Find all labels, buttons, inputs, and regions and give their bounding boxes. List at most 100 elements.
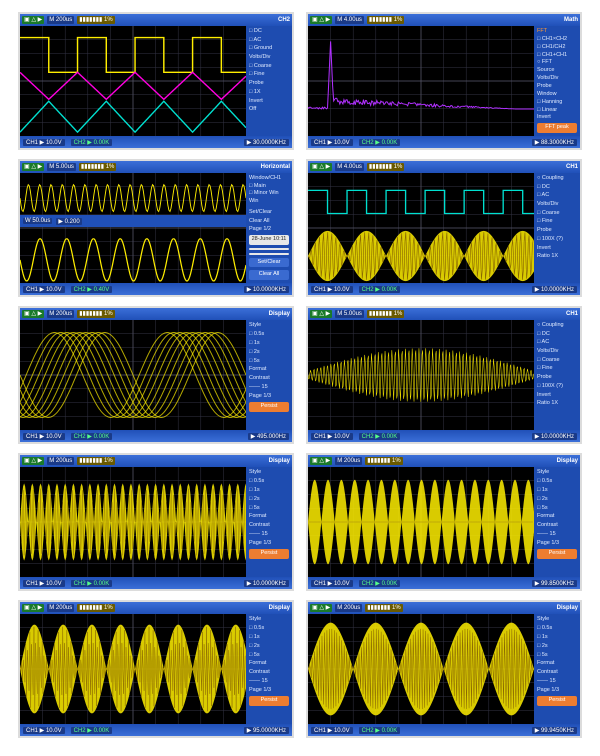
- sidebar-item[interactable]: □ CH1/CH2: [537, 44, 577, 51]
- sidebar-item[interactable]: Contrast: [537, 669, 577, 677]
- scope-sidebar[interactable]: ○ Coupling□ DC□ ACVolts/Div□ Coarse□ Fin…: [534, 173, 580, 283]
- sidebar-item[interactable]: □ AC: [249, 37, 289, 45]
- sidebar-item[interactable]: Page 1/3: [249, 393, 289, 401]
- sidebar-button[interactable]: Persist: [537, 696, 577, 706]
- sidebar-item[interactable]: Page 1/3: [537, 540, 577, 548]
- sidebar-item[interactable]: □ 1s: [537, 487, 577, 495]
- sidebar-item[interactable]: Probe: [537, 227, 577, 235]
- sidebar-button[interactable]: [249, 253, 289, 255]
- sidebar-item[interactable]: —— 15: [537, 531, 577, 539]
- sidebar-item[interactable]: □ CH1×CH2: [537, 36, 577, 43]
- sidebar-button[interactable]: [249, 248, 289, 250]
- sidebar-item[interactable]: □ 5s: [249, 505, 289, 513]
- sidebar-item[interactable]: —— 15: [249, 678, 289, 686]
- sidebar-item[interactable]: Ratio 1X: [537, 400, 577, 408]
- sidebar-item[interactable]: ○ Coupling: [537, 175, 577, 183]
- sidebar-item[interactable]: Win: [249, 198, 289, 205]
- sidebar-item[interactable]: □ 2s: [249, 643, 289, 651]
- sidebar-item[interactable]: □ 5s: [537, 505, 577, 513]
- sidebar-item[interactable]: □ Coarse: [537, 210, 577, 218]
- scope-sidebar[interactable]: FFT□ CH1×CH2□ CH1/CH2□ CH1+CH1○ FFTSourc…: [534, 26, 580, 136]
- sidebar-item[interactable]: □ Minor Win: [249, 190, 289, 197]
- sidebar-item[interactable]: □ 5s: [537, 652, 577, 660]
- scope-sidebar[interactable]: Style□ 0.5s□ 1s□ 2s□ 5sFormatContrast—— …: [534, 467, 580, 577]
- sidebar-item[interactable]: □ 0.5s: [537, 625, 577, 633]
- sidebar-button[interactable]: Clear All: [249, 270, 289, 280]
- sidebar-item[interactable]: □ 2s: [537, 643, 577, 651]
- sidebar-item[interactable]: Probe: [249, 80, 289, 88]
- sidebar-item[interactable]: □ AC: [537, 339, 577, 347]
- sidebar-item[interactable]: □ Hanning: [537, 99, 577, 106]
- sidebar-item[interactable]: □ Fine: [537, 218, 577, 226]
- sidebar-item[interactable]: Source: [537, 67, 577, 74]
- scope-sidebar[interactable]: Window/CH1□ Main□ Minor WinWinSet/ClearC…: [246, 173, 292, 283]
- sidebar-item[interactable]: □ DC: [537, 331, 577, 339]
- sidebar-item[interactable]: Contrast: [249, 522, 289, 530]
- sidebar-item[interactable]: Style: [537, 616, 577, 624]
- sidebar-item[interactable]: □ 0.5s: [537, 478, 577, 486]
- sidebar-button[interactable]: 28-June 10:11: [249, 235, 289, 245]
- sidebar-item[interactable]: Format: [537, 513, 577, 521]
- sidebar-item[interactable]: Ratio 1X: [537, 253, 577, 261]
- sidebar-button[interactable]: Set/Clear: [249, 258, 289, 268]
- sidebar-item[interactable]: Volts/Div: [249, 54, 289, 62]
- sidebar-item[interactable]: Page 1/3: [249, 687, 289, 695]
- sidebar-item[interactable]: —— 15: [249, 384, 289, 392]
- sidebar-item[interactable]: Window: [537, 91, 577, 98]
- sidebar-item[interactable]: Invert: [537, 392, 577, 400]
- sidebar-item[interactable]: Contrast: [249, 375, 289, 383]
- sidebar-item[interactable]: □ 1s: [249, 634, 289, 642]
- sidebar-item[interactable]: Clear All: [249, 218, 289, 225]
- sidebar-item[interactable]: —— 15: [537, 678, 577, 686]
- sidebar-item[interactable]: □ Fine: [537, 365, 577, 373]
- sidebar-item[interactable]: □ 5s: [249, 652, 289, 660]
- sidebar-item[interactable]: □ 0.5s: [249, 625, 289, 633]
- sidebar-item[interactable]: □ 1s: [537, 634, 577, 642]
- sidebar-button[interactable]: Persist: [249, 696, 289, 706]
- scope-sidebar[interactable]: □ DC□ AC□ GroundVolts/Div□ Coarse□ FineP…: [246, 26, 292, 136]
- sidebar-item[interactable]: Off: [249, 106, 289, 114]
- sidebar-item[interactable]: Set/Clear: [249, 209, 289, 216]
- sidebar-item[interactable]: □ 1X: [249, 89, 289, 97]
- sidebar-item[interactable]: Page 1/3: [249, 540, 289, 548]
- sidebar-item[interactable]: Page 1/3: [537, 687, 577, 695]
- sidebar-item[interactable]: □ AC: [537, 192, 577, 200]
- sidebar-item[interactable]: Style: [249, 322, 289, 330]
- scope-sidebar[interactable]: Style□ 0.5s□ 1s□ 2s□ 5sFormatContrast—— …: [246, 614, 292, 724]
- sidebar-item[interactable]: □ CH1+CH1: [537, 52, 577, 59]
- sidebar-item[interactable]: □ DC: [537, 184, 577, 192]
- sidebar-item[interactable]: Format: [537, 660, 577, 668]
- sidebar-button[interactable]: Persist: [249, 549, 289, 559]
- sidebar-item[interactable]: □ 2s: [249, 496, 289, 504]
- sidebar-item[interactable]: Invert: [537, 114, 577, 121]
- sidebar-item[interactable]: □ Coarse: [537, 357, 577, 365]
- sidebar-item[interactable]: □ 100X (?): [537, 383, 577, 391]
- sidebar-button[interactable]: Persist: [249, 402, 289, 412]
- sidebar-item[interactable]: Window/CH1: [249, 175, 289, 182]
- scope-sidebar[interactable]: Style□ 0.5s□ 1s□ 2s□ 5sFormatContrast—— …: [246, 320, 292, 430]
- sidebar-item[interactable]: Format: [249, 366, 289, 374]
- sidebar-button[interactable]: FFT peak: [537, 123, 577, 133]
- sidebar-item[interactable]: □ Ground: [249, 45, 289, 53]
- sidebar-item[interactable]: —— 15: [249, 531, 289, 539]
- sidebar-item[interactable]: □ Coarse: [249, 63, 289, 71]
- sidebar-item[interactable]: □ 2s: [249, 349, 289, 357]
- sidebar-item[interactable]: □ 0.5s: [249, 331, 289, 339]
- sidebar-item[interactable]: ○ FFT: [537, 59, 577, 66]
- sidebar-item[interactable]: Probe: [537, 83, 577, 90]
- sidebar-item[interactable]: □ 2s: [537, 496, 577, 504]
- sidebar-item[interactable]: Style: [249, 616, 289, 624]
- sidebar-item[interactable]: Contrast: [537, 522, 577, 530]
- sidebar-item[interactable]: □ 100X (?): [537, 236, 577, 244]
- sidebar-item[interactable]: Contrast: [249, 669, 289, 677]
- sidebar-item[interactable]: Format: [249, 513, 289, 521]
- scope-sidebar[interactable]: Style□ 0.5s□ 1s□ 2s□ 5sFormatContrast—— …: [534, 614, 580, 724]
- sidebar-item[interactable]: □ DC: [249, 28, 289, 36]
- sidebar-item[interactable]: □ Fine: [249, 71, 289, 79]
- sidebar-item[interactable]: □ 0.5s: [249, 478, 289, 486]
- sidebar-item[interactable]: Volts/Div: [537, 75, 577, 82]
- sidebar-item[interactable]: Volts/Div: [537, 201, 577, 209]
- sidebar-item[interactable]: □ 5s: [249, 358, 289, 366]
- sidebar-item[interactable]: Style: [537, 469, 577, 477]
- sidebar-item[interactable]: Format: [249, 660, 289, 668]
